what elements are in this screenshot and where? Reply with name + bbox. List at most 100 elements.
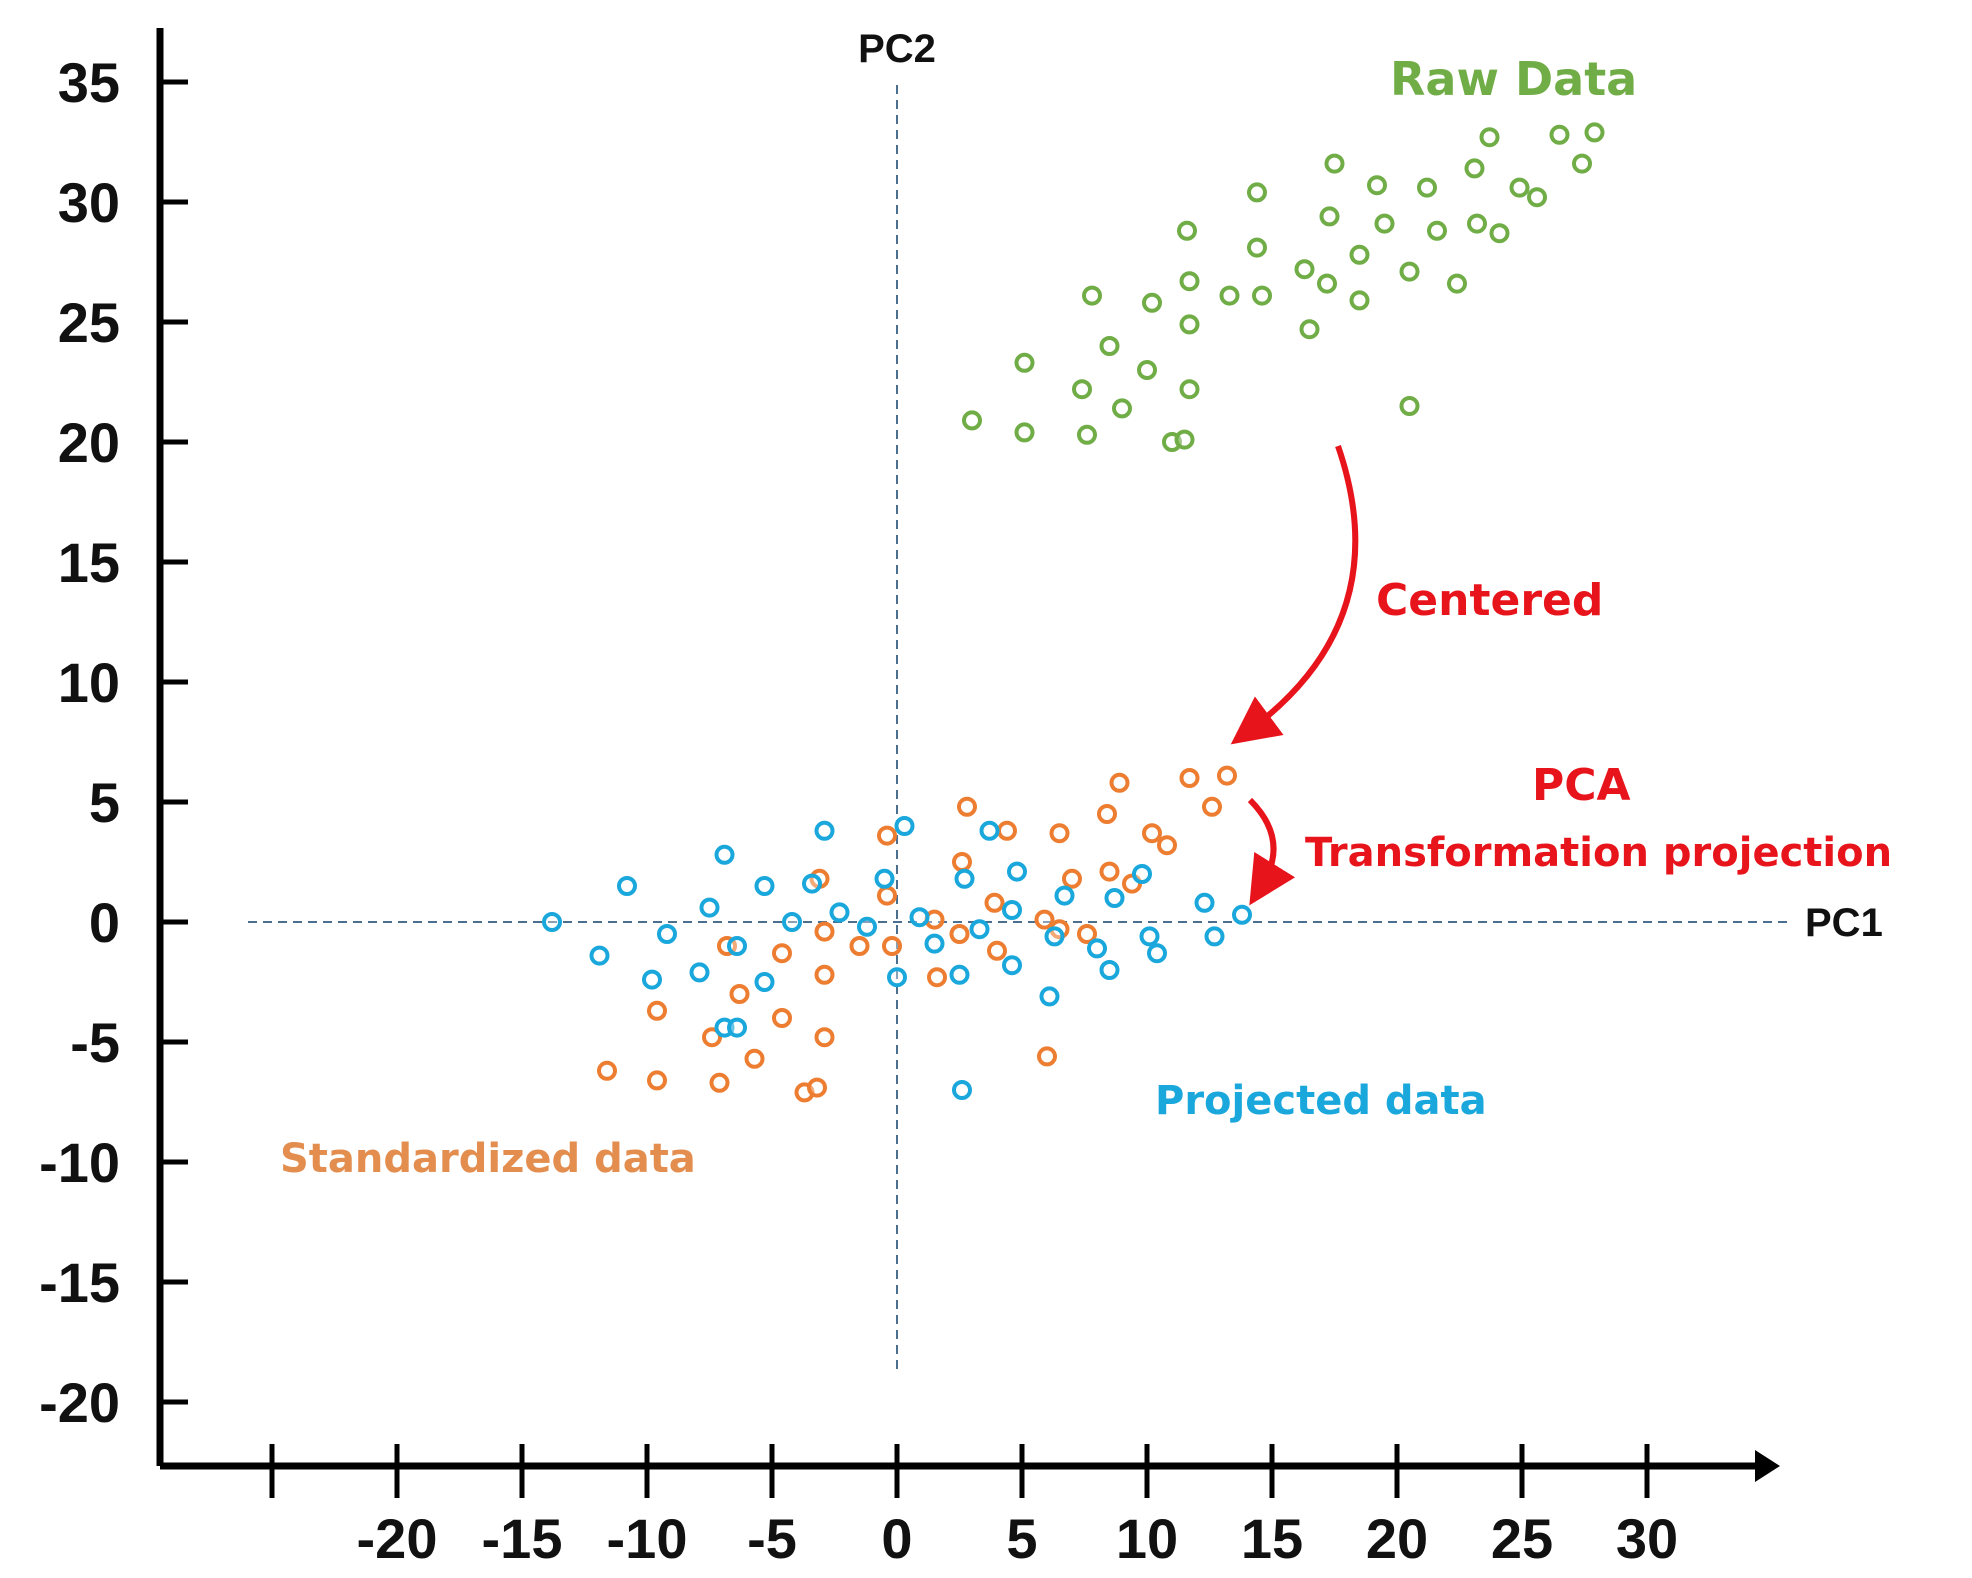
standardized-data-point xyxy=(702,1027,722,1048)
standardized-data-point xyxy=(997,820,1017,841)
standardized-data-point xyxy=(729,984,750,1004)
raw-data-point xyxy=(1417,177,1437,198)
raw-data-point xyxy=(1014,422,1035,443)
raw-data-point xyxy=(1527,187,1547,208)
standardized-data-point xyxy=(1179,768,1200,788)
projected-data-point xyxy=(1007,861,1027,882)
raw-data-point xyxy=(1247,182,1267,203)
y-axis-ticks: 35 30 25 20 15 10 5 0 -5 -10 -15 -20 xyxy=(39,51,188,1434)
standardized-data-point xyxy=(1099,861,1120,882)
raw-data-point xyxy=(1137,360,1157,380)
projected-data-point xyxy=(1039,986,1060,1007)
standardized-data-point xyxy=(927,967,947,988)
standardized-data-point xyxy=(1077,924,1097,944)
projected-data-point xyxy=(617,876,637,896)
x-tick-label: 5 xyxy=(1006,1507,1037,1570)
projected-data-point xyxy=(754,972,775,992)
standardized-data-point xyxy=(1157,835,1177,856)
standardized-data-point xyxy=(597,1060,617,1081)
standardized-data-point xyxy=(1037,1046,1057,1067)
y-tick-label: 5 xyxy=(89,771,120,834)
y-tick-label: 25 xyxy=(58,291,120,354)
standardized-data-point xyxy=(1109,772,1130,793)
standardized-data-point xyxy=(949,924,970,944)
y-tick-label: -10 xyxy=(39,1131,120,1194)
projected-data-point xyxy=(689,962,710,983)
x-tick-label: 20 xyxy=(1366,1507,1428,1570)
projected-data-point xyxy=(1044,926,1065,947)
projected-data-point xyxy=(1002,900,1022,920)
x-tick-label: -20 xyxy=(357,1507,438,1570)
standardized-data-point xyxy=(877,885,897,906)
standardized-data-point xyxy=(957,796,977,817)
raw-data-point xyxy=(1509,177,1530,198)
standardized-data-point xyxy=(984,892,1005,913)
standardized-data-point xyxy=(1034,909,1055,930)
raw-data-point xyxy=(1399,261,1420,282)
scatter-points xyxy=(542,122,1605,1103)
raw-data-point xyxy=(1179,379,1200,400)
raw-data-point xyxy=(1489,223,1510,244)
standardized-data-point xyxy=(987,940,1007,961)
x-axis-ticks: -20 -15 -10 -5 0 5 10 15 20 25 30 xyxy=(269,1444,1678,1570)
standardized-data-point xyxy=(882,936,902,956)
projected-data-point xyxy=(887,967,907,988)
raw-data-point xyxy=(1479,127,1500,148)
y-tick-label: -20 xyxy=(39,1371,120,1434)
raw-data-point xyxy=(1294,259,1315,280)
projected-data-point xyxy=(1054,885,1075,906)
projected-data-point xyxy=(1132,864,1152,884)
raw-data-point xyxy=(1219,285,1240,306)
standardized-data-point xyxy=(772,1008,792,1028)
raw-data-point xyxy=(1179,314,1200,335)
standardized-data-point xyxy=(1049,823,1070,844)
projected-data-point xyxy=(829,902,850,923)
raw-data-point xyxy=(1299,319,1320,340)
raw-data-point xyxy=(1177,220,1197,241)
projected-data-point xyxy=(874,868,895,889)
projected-data-point xyxy=(1002,955,1022,976)
standardized-data-point xyxy=(772,943,792,964)
transformation-projection-label: Transformation projection xyxy=(1305,830,1892,876)
standardized-data-point xyxy=(1202,796,1222,817)
projected-data-point xyxy=(714,844,735,865)
centered-arrow xyxy=(1230,445,1359,745)
standardized-data-point xyxy=(1097,804,1117,824)
raw-data-point xyxy=(1572,153,1592,174)
y-tick-label: 30 xyxy=(58,171,120,234)
y-tick-label: 35 xyxy=(58,51,120,114)
projected-data-point xyxy=(1087,938,1107,959)
projected-data-point xyxy=(814,820,835,841)
projected-data-point xyxy=(857,916,877,937)
raw-data-point xyxy=(1247,237,1267,258)
projected-data-point xyxy=(727,936,747,956)
raw-data-point xyxy=(1099,336,1120,356)
raw-data-point xyxy=(1014,352,1035,373)
pca-label: PCA xyxy=(1532,760,1631,811)
projected-data-point xyxy=(1232,904,1252,925)
y-tick-label: 0 xyxy=(89,891,120,954)
projected-data-point xyxy=(924,933,945,954)
x-tick-label: -15 xyxy=(482,1507,563,1570)
raw-data-point xyxy=(1447,273,1467,294)
x-tick-label: -5 xyxy=(747,1507,797,1570)
y-tick-label: 20 xyxy=(58,411,120,474)
projected-data-point xyxy=(782,912,802,932)
projected-data-point xyxy=(1099,960,1120,980)
projected-data-point xyxy=(1204,926,1225,947)
pca-arrow xyxy=(1247,797,1296,906)
projected-data-point xyxy=(657,924,677,944)
projected-data-point xyxy=(1104,888,1125,908)
standardized-data-point xyxy=(807,1077,827,1098)
y-tick-label: 15 xyxy=(58,531,120,594)
raw-data-point xyxy=(1584,122,1605,143)
projected-data-point xyxy=(542,912,562,932)
projected-data-point xyxy=(952,1080,972,1100)
raw-data-point xyxy=(1467,213,1487,234)
projected-data-point xyxy=(894,816,915,836)
standardized-data-point xyxy=(744,1048,765,1069)
projected-data-point xyxy=(979,820,1000,841)
x-tick-label: 30 xyxy=(1616,1507,1678,1570)
projected-data-label: Projected data xyxy=(1155,1078,1487,1124)
x-tick-label: -10 xyxy=(607,1507,688,1570)
